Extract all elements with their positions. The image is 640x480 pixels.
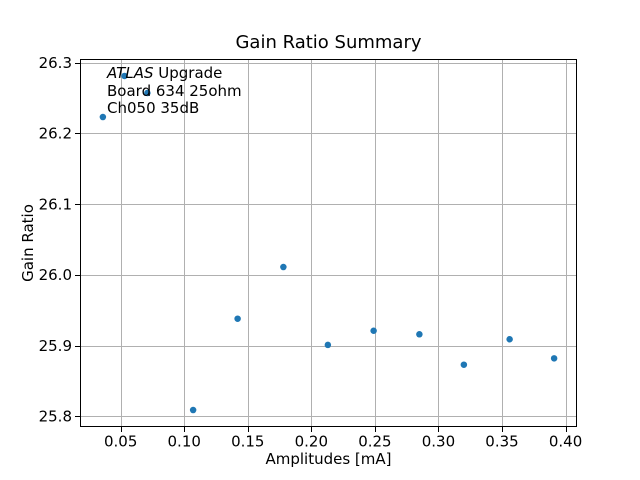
y-tick-label: 26.3 [39, 54, 72, 72]
x-tick-label: 0.25 [358, 433, 391, 451]
x-tick-label: 0.10 [168, 433, 201, 451]
y-tick-label: 25.9 [39, 337, 72, 355]
chart-title: Gain Ratio Summary [235, 32, 422, 53]
y-tick-label: 26.1 [39, 195, 72, 213]
annotation-experiment-name: ATLAS [107, 64, 154, 82]
data-point [506, 335, 513, 343]
annotation-line-3: Ch050 35dB [107, 99, 200, 117]
data-point [324, 341, 332, 349]
data-point [370, 327, 377, 335]
x-tick-label: 0.15 [231, 433, 264, 451]
data-point [416, 331, 423, 338]
data-point [550, 355, 558, 362]
x-tick-label: 0.40 [549, 433, 582, 451]
annotation-line-1: ATLAS Upgrade [107, 64, 242, 83]
x-tick-label: 0.05 [104, 433, 137, 451]
y-tick-label: 26.2 [39, 125, 72, 143]
y-axis-label: Gain Ratio [19, 204, 37, 282]
y-tick-label: 26.0 [39, 266, 72, 284]
x-tick-label: 0.20 [295, 433, 328, 451]
data-point [280, 263, 287, 271]
x-axis-label: Amplitudes [mA] [265, 450, 392, 468]
annotation-line-2: Board 634 25ohm [107, 81, 242, 100]
axes-spine [80, 59, 577, 427]
x-tick-label: 0.30 [422, 433, 455, 451]
x-tick-label: 0.35 [485, 433, 518, 451]
data-point [189, 406, 197, 414]
annotation-text: ATLAS Upgrade Board 634 25ohm Ch050 35dB [107, 64, 242, 118]
data-point [121, 72, 128, 80]
data-point [144, 89, 151, 97]
data-point [99, 113, 107, 121]
annotation-line-1-rest: Upgrade [153, 64, 223, 82]
data-point [460, 361, 468, 368]
y-tick-label: 25.8 [39, 408, 72, 426]
data-point [234, 315, 241, 322]
